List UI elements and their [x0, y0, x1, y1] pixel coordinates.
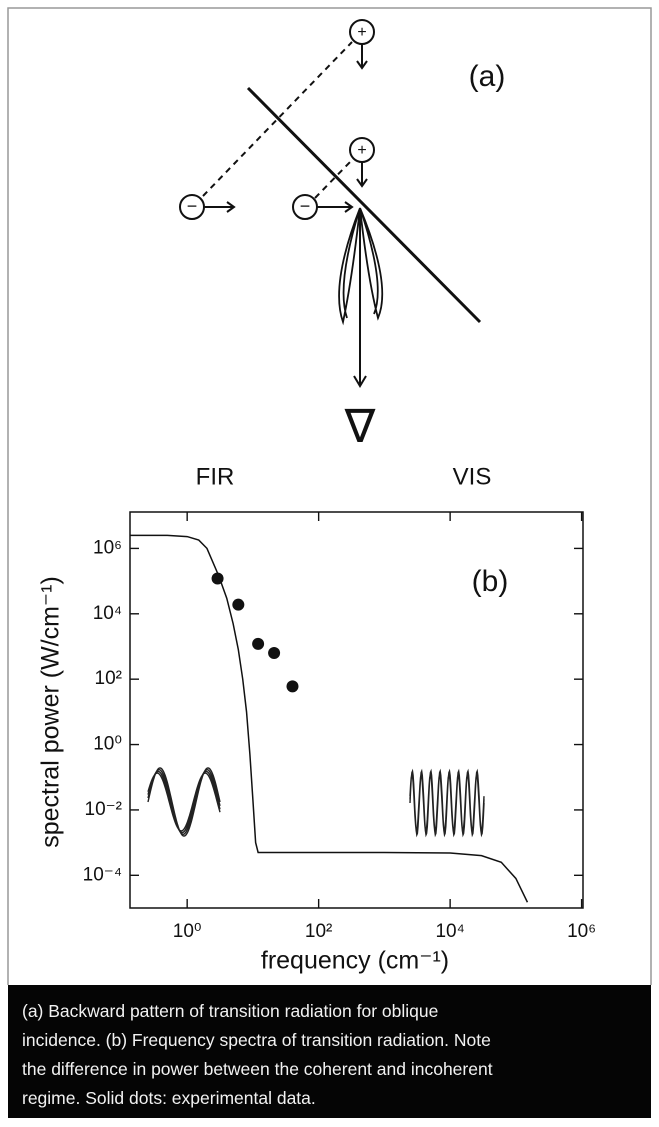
detector: ∇	[344, 400, 376, 452]
lobes	[338, 207, 384, 326]
y-tick-label: 10⁻⁴	[83, 864, 122, 885]
charge-sign: +	[357, 24, 366, 41]
data-point	[252, 637, 265, 650]
panel-label: (b)	[472, 565, 509, 598]
arrow	[356, 162, 368, 188]
y-tick-label: 10²	[95, 668, 122, 689]
y-tick-label: 10⁰	[93, 734, 122, 755]
caption-line: incidence. (b) Frequency spectra of tran…	[22, 1030, 491, 1050]
insets	[147, 767, 485, 838]
x-tick-label: 10⁶	[567, 921, 596, 942]
data-point	[232, 598, 245, 611]
data-point	[286, 680, 299, 693]
panel-label: (a)	[469, 60, 506, 93]
x-tick-label: 10²	[305, 921, 332, 942]
caption: (a) Backward pattern of transition radia…	[8, 985, 651, 1118]
dashed-link	[314, 159, 353, 199]
arrow	[204, 201, 236, 213]
regime-label: VIS	[453, 463, 492, 490]
data-point	[211, 572, 224, 585]
charge-sign: −	[187, 196, 198, 216]
charge-sign: +	[357, 142, 366, 159]
frame	[7, 7, 652, 985]
x-tick-label: 10⁴	[435, 921, 464, 942]
figure: + + − − ∇ (a) FIR VIS (b) frequency (cm⁻…	[7, 7, 652, 985]
arrow	[317, 201, 354, 213]
arrow	[353, 208, 367, 388]
plot-frame	[129, 511, 584, 909]
y-tick-label: 10⁴	[93, 603, 122, 624]
y-tick-label: 10⁻²	[85, 799, 123, 820]
theory-curve	[130, 534, 529, 903]
diagram-a: + + − − ∇	[179, 19, 482, 452]
regime-label: FIR	[196, 463, 235, 490]
wave-inset	[147, 767, 221, 837]
interface	[246, 86, 482, 324]
data-point	[268, 647, 281, 660]
x-axis-title: frequency (cm⁻¹)	[261, 947, 449, 975]
charge-sign: −	[300, 196, 311, 216]
arrow	[356, 44, 368, 70]
dashed-link	[202, 41, 353, 197]
caption-line: the difference in power between the cohe…	[22, 1059, 493, 1079]
caption-line: (a) Backward pattern of transition radia…	[22, 1001, 439, 1021]
wave-inset	[409, 768, 485, 838]
caption-line: regime. Solid dots: experimental data.	[22, 1088, 316, 1108]
y-axis-title: spectral power (W/cm⁻¹)	[37, 576, 65, 848]
x-tick-label: 10⁰	[173, 921, 202, 942]
y-tick-label: 10⁶	[93, 537, 122, 558]
